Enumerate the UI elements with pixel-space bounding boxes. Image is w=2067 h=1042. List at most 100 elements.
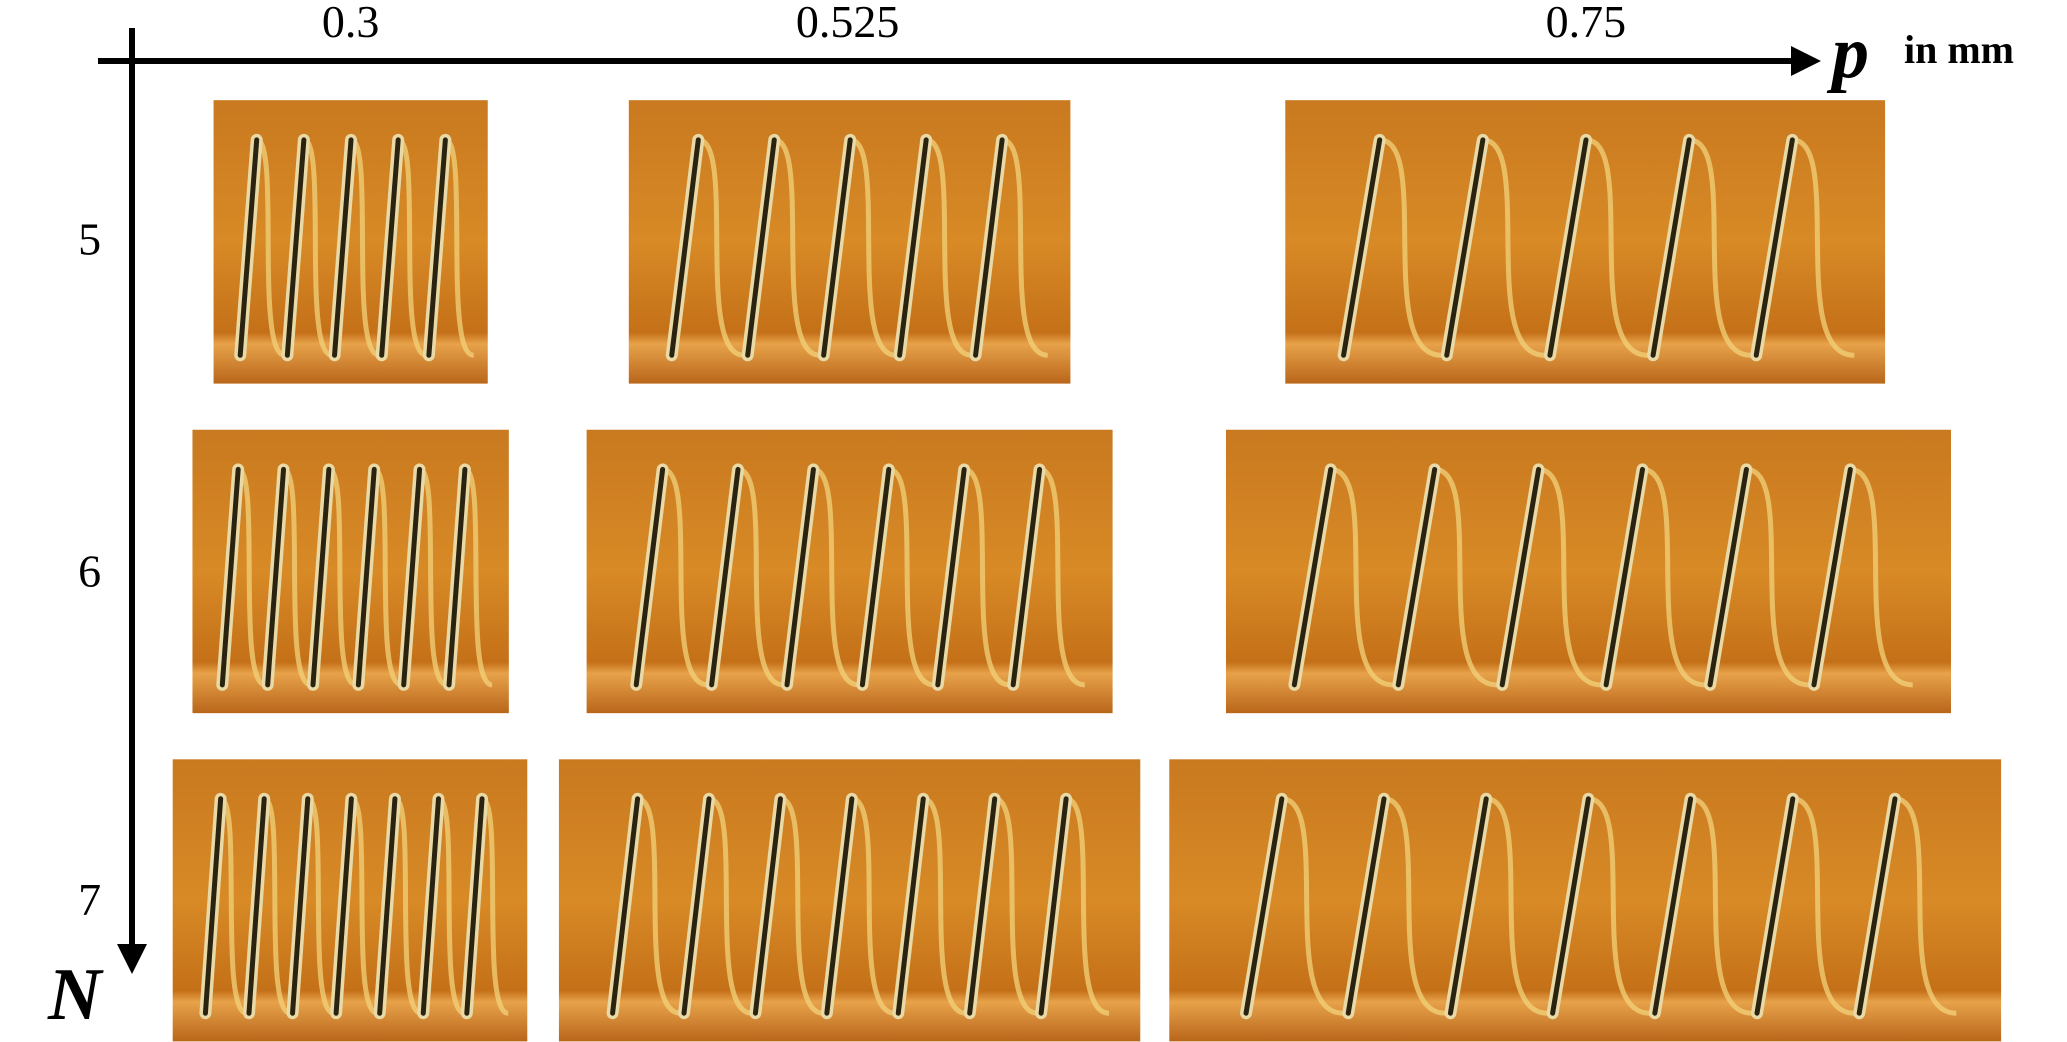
coil-back-wire xyxy=(1894,796,1957,1016)
p-axis-label: p xyxy=(1826,12,1869,94)
coil-back-wire xyxy=(302,137,334,358)
coil-front-wire xyxy=(669,137,701,358)
coil-back-wire xyxy=(418,466,448,688)
coil-back-wire xyxy=(1038,466,1086,688)
coil-front-wire xyxy=(1650,137,1692,358)
coil-front-wire xyxy=(824,796,855,1016)
coil-photo xyxy=(1225,429,1951,714)
coil-back-wire xyxy=(708,796,753,1016)
coil-back-wire xyxy=(773,137,821,358)
coil-back-wire xyxy=(1065,796,1110,1016)
coil-front-wire xyxy=(681,796,712,1016)
coil-front-wire xyxy=(745,137,777,358)
coil-front-wire xyxy=(1856,796,1898,1016)
coil-front-wire xyxy=(967,796,998,1016)
n-tick-label: 5 xyxy=(78,213,101,264)
coil-photo xyxy=(192,429,509,714)
coil-front-wire xyxy=(821,137,853,358)
coil-front-wire xyxy=(1291,466,1334,688)
coil-back-wire xyxy=(1792,796,1855,1016)
p-tick-label: 0.75 xyxy=(1546,0,1627,47)
coil-photo xyxy=(558,759,1141,1042)
coil-front-wire xyxy=(895,796,926,1016)
coil-back-wire xyxy=(849,137,897,358)
coil-back-wire xyxy=(888,466,935,688)
coil-front-wire xyxy=(1550,796,1591,1016)
coil-front-wire xyxy=(284,137,307,358)
coil-back-wire xyxy=(1585,137,1649,358)
coil-front-wire xyxy=(355,466,377,688)
coil-back-wire xyxy=(963,466,1010,688)
coil-front-wire xyxy=(290,796,311,1016)
coil-back-wire xyxy=(396,137,428,358)
coil-front-wire xyxy=(973,137,1005,358)
coil-front-wire xyxy=(752,796,783,1016)
coil-back-wire xyxy=(1690,796,1753,1016)
coil-front-wire xyxy=(1447,796,1489,1016)
coil-front-wire xyxy=(446,466,468,688)
coil-back-wire xyxy=(779,796,824,1016)
coil-back-wire xyxy=(1642,466,1706,688)
coil-front-wire xyxy=(377,796,398,1016)
p-tick-label: 0.525 xyxy=(796,0,900,47)
coil-front-wire xyxy=(897,137,929,358)
coil-back-wire xyxy=(1434,466,1498,688)
coil-front-wire xyxy=(333,796,354,1016)
coil-back-wire xyxy=(262,796,292,1016)
n-axis-label: N xyxy=(47,954,104,1036)
p-axis-unit: in mm xyxy=(1904,27,2014,72)
coil-back-wire xyxy=(925,137,973,358)
coil-front-wire xyxy=(265,466,287,688)
coil-back-wire xyxy=(1849,466,1913,688)
coil-front-wire xyxy=(1499,466,1542,688)
coil-front-wire xyxy=(1811,466,1853,688)
coil-back-wire xyxy=(1001,137,1049,358)
coil-back-wire xyxy=(922,796,967,1016)
coil-back-wire xyxy=(306,796,335,1016)
coil-front-wire xyxy=(379,137,401,358)
coil-back-wire xyxy=(993,796,1039,1016)
p-tick-label: 0.3 xyxy=(322,0,380,47)
coil-back-wire xyxy=(812,466,860,688)
coil-front-wire xyxy=(1038,796,1069,1016)
photo-grid xyxy=(172,100,2002,1042)
coil-front-wire xyxy=(1243,796,1285,1016)
coil-front-wire xyxy=(1444,137,1486,358)
coil-photo xyxy=(628,100,1071,384)
coil-back-wire xyxy=(480,796,510,1016)
coil-front-wire xyxy=(1707,466,1749,688)
coil-front-wire xyxy=(332,137,354,358)
n-tick-label: 6 xyxy=(78,546,101,597)
coil-back-wire xyxy=(1281,796,1344,1016)
coil-back-wire xyxy=(636,796,681,1016)
n-tick-label: 7 xyxy=(78,874,101,925)
coil-front-wire xyxy=(1341,137,1383,358)
coil-front-wire xyxy=(1652,796,1694,1016)
coil-front-wire xyxy=(237,137,260,358)
coil-front-wire xyxy=(935,466,967,688)
coil-front-wire xyxy=(1010,466,1043,688)
coil-back-wire xyxy=(282,466,312,688)
coil-back-wire xyxy=(255,137,286,358)
coil-back-wire xyxy=(1791,137,1855,358)
coil-front-wire xyxy=(219,466,241,688)
coil-back-wire xyxy=(1330,466,1394,688)
coil-front-wire xyxy=(784,466,816,688)
coil-front-wire xyxy=(246,796,267,1016)
coil-back-wire xyxy=(236,466,267,688)
coil-front-wire xyxy=(202,796,224,1016)
coil-front-wire xyxy=(1395,466,1438,688)
coil-back-wire xyxy=(1538,466,1602,688)
coil-back-wire xyxy=(393,796,423,1016)
coil-back-wire xyxy=(1482,137,1546,358)
coil-photo xyxy=(213,100,488,384)
coil-front-wire xyxy=(709,466,741,688)
coil-back-wire xyxy=(444,137,475,358)
coil-front-wire xyxy=(464,796,485,1016)
coil-back-wire xyxy=(327,466,358,688)
coil-front-wire xyxy=(420,796,441,1016)
coil-front-wire xyxy=(426,137,448,358)
coil-front-wire xyxy=(1754,796,1796,1016)
coil-front-wire xyxy=(401,466,423,688)
